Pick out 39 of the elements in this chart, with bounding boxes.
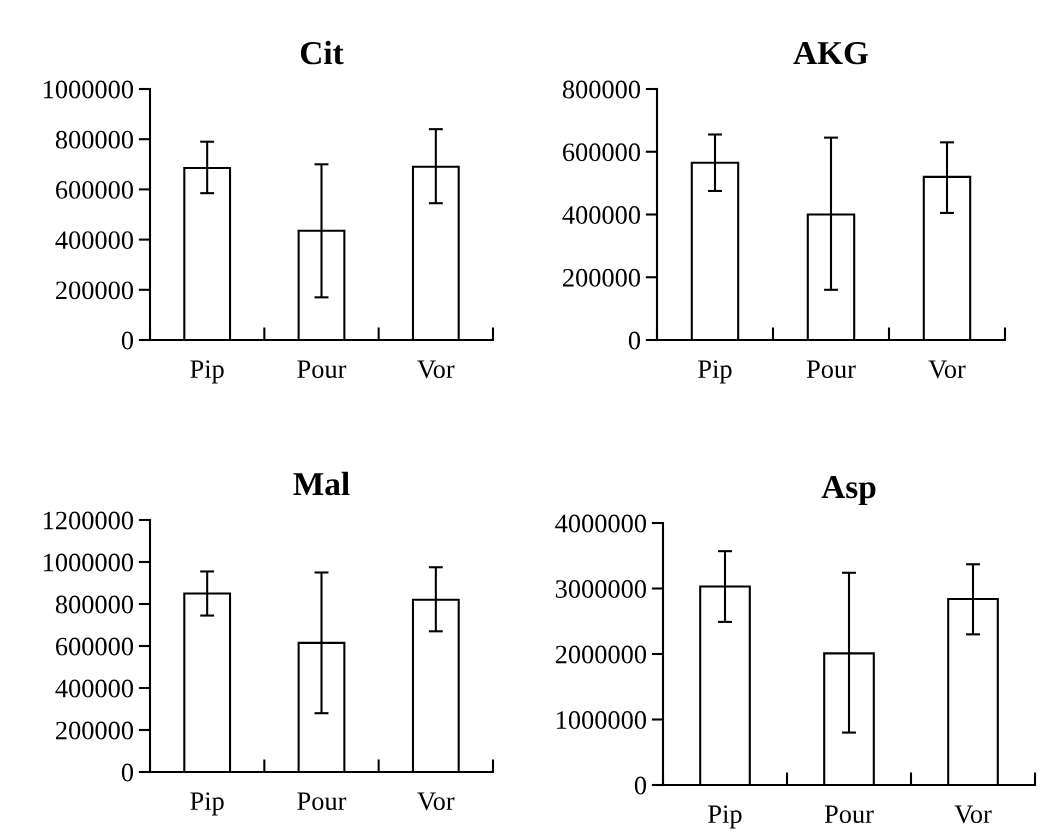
y-tick-label: 0 [628, 331, 641, 350]
x-tick-label: Pour [824, 805, 874, 824]
y-tick-label: 400000 [55, 679, 134, 698]
x-tick-label: Pip [190, 792, 224, 816]
x-tick-label: Pip [708, 805, 742, 829]
y-tick-label: 1000000 [43, 553, 134, 572]
y-tick-label: 1000000 [556, 711, 647, 729]
y-tick-label: 800000 [55, 595, 134, 614]
y-tick-label: 2000000 [555, 645, 647, 664]
y-tick-label: 800000 [562, 80, 641, 99]
y-tick-label: 0 [121, 331, 134, 350]
x-tick-label: Pour [806, 360, 856, 379]
y-tick-label: 1000000 [43, 80, 134, 99]
y-tick-label: 400000 [562, 206, 641, 224]
y-tick-label: 1200000 [43, 511, 134, 530]
x-tick-label: Pour [297, 792, 347, 811]
x-tick-label: Pip [190, 360, 224, 384]
y-tick-label: 3000000 [555, 580, 647, 598]
y-tick-label: 800000 [55, 130, 134, 149]
y-tick-label: 200000 [56, 281, 134, 300]
y-tick-label: 0 [634, 776, 647, 795]
chart-title: Asp [821, 475, 876, 506]
x-tick-label: Vor [417, 360, 455, 379]
y-tick-label: 200000 [56, 721, 134, 740]
y-tick-label: 4000000 [555, 514, 647, 533]
x-tick-label: Pip [698, 360, 732, 384]
x-tick-label: Vor [954, 805, 992, 824]
chart-title: AKG [793, 41, 869, 65]
y-tick-label: 0 [121, 763, 134, 782]
x-tick-label: Vor [417, 792, 455, 811]
y-tick-label: 200000 [563, 268, 641, 287]
x-tick-label: Vor [928, 360, 966, 379]
chart-title: Cit [300, 40, 344, 65]
y-tick-label: 400000 [55, 231, 134, 250]
chart-title: Mal [293, 471, 350, 496]
y-tick-label: 600000 [56, 637, 134, 656]
x-tick-label: Pour [297, 360, 347, 379]
y-tick-label: 600000 [563, 143, 641, 162]
y-tick-label: 600000 [56, 181, 134, 199]
